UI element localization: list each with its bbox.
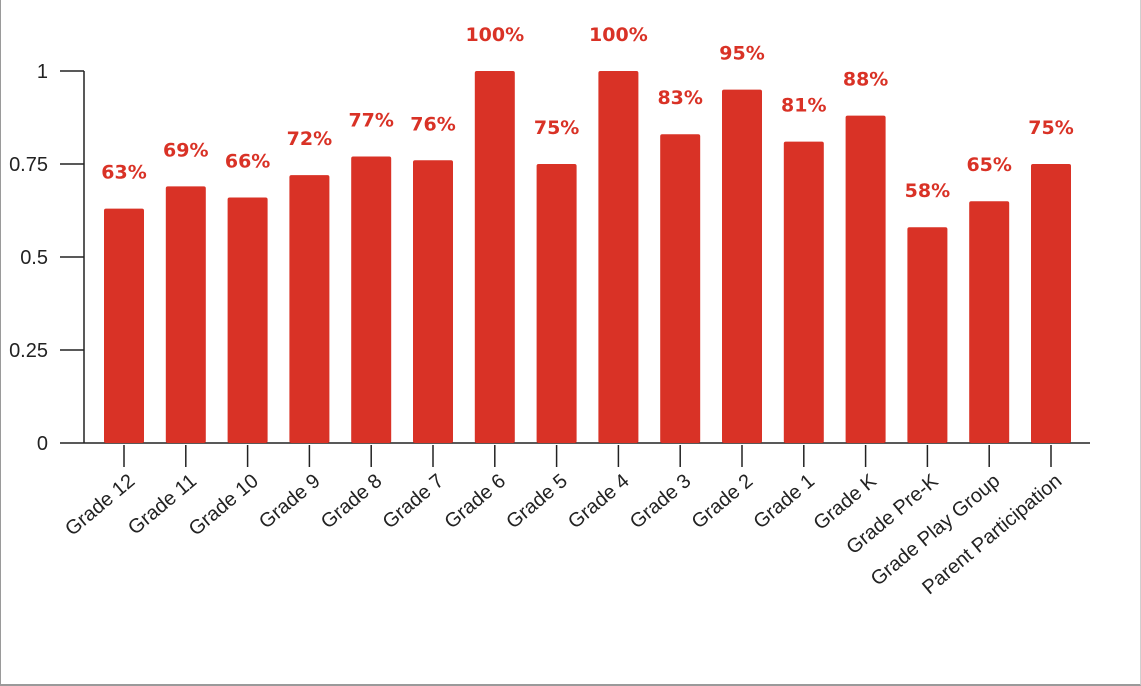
bar (165, 186, 206, 443)
data-label: 81% (781, 95, 826, 117)
data-label: 100% (465, 24, 524, 46)
y-tick-label: 0.75 (9, 154, 48, 176)
bar (969, 201, 1010, 443)
data-label: 76% (410, 113, 455, 135)
category-label: Grade 2 (688, 470, 758, 533)
category-label: Grade 12 (61, 470, 139, 540)
data-label: 69% (163, 139, 208, 161)
data-label: 65% (966, 154, 1011, 176)
data-label: 75% (1028, 117, 1073, 139)
data-label: 72% (287, 128, 332, 150)
data-label: 63% (101, 162, 146, 184)
category-label: Grade 8 (317, 470, 387, 533)
x-axis (84, 442, 1090, 467)
bar (1031, 164, 1071, 443)
data-label: 66% (225, 150, 270, 172)
category-label: Grade 5 (502, 470, 572, 533)
bars (104, 71, 1071, 444)
category-label: Grade 10 (185, 470, 263, 540)
y-axis: 0 0.25 0.5 0.75 1 (9, 61, 85, 455)
category-label: Grade 1 (750, 470, 820, 533)
bar (289, 175, 330, 443)
bar (536, 164, 577, 443)
data-label: 77% (348, 110, 393, 132)
data-labels: 63% 69% 66% 72% 77% 76% 100% 75% 100% 83% 95% 81% 88… (101, 24, 1073, 202)
bar (845, 115, 886, 443)
y-tick-label: 1 (37, 61, 48, 83)
data-label: 100% (589, 24, 648, 46)
category-label: Grade 6 (441, 470, 511, 533)
bar (474, 71, 515, 443)
bar (722, 89, 762, 443)
category-label: Grade 9 (255, 470, 325, 533)
bar (783, 141, 824, 443)
data-label: 95% (719, 43, 764, 65)
y-tick-label: 0 (37, 433, 48, 455)
data-label: 88% (843, 69, 888, 91)
y-tick-label: 0.25 (9, 340, 48, 362)
bar (104, 208, 144, 443)
data-label: 75% (534, 117, 579, 139)
bar (351, 156, 392, 443)
y-tick-label: 0.5 (20, 247, 48, 269)
category-label: Grade 7 (379, 470, 449, 533)
bar (227, 197, 268, 443)
data-label: 58% (905, 180, 950, 202)
bar (413, 160, 453, 443)
bar (598, 71, 639, 443)
bar (907, 227, 948, 443)
category-label: Grade 3 (626, 470, 696, 533)
bar (660, 134, 701, 444)
data-label: 83% (657, 87, 702, 109)
category-label: Grade 4 (564, 470, 634, 533)
